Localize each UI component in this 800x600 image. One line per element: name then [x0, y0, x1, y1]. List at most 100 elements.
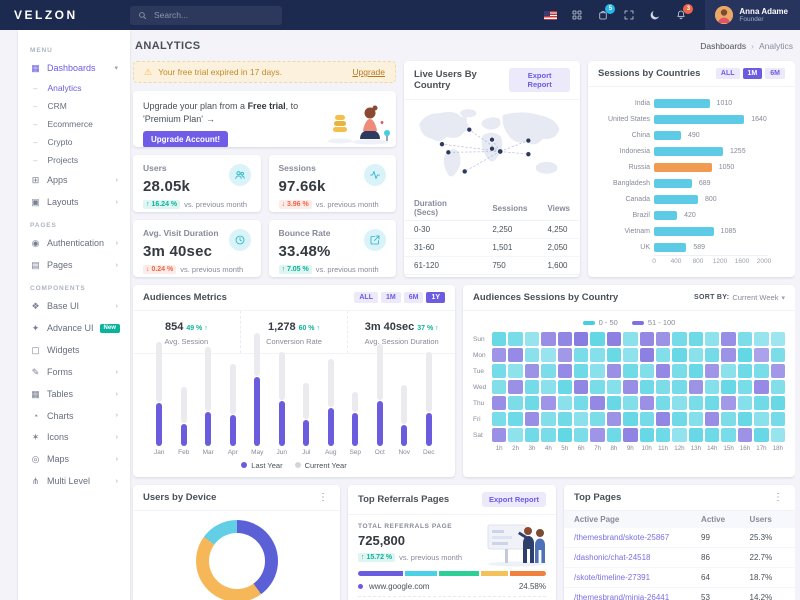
- export-report-button[interactable]: Export Report: [481, 492, 546, 507]
- heatmap-cell: [705, 332, 720, 346]
- last-year-segment: [352, 413, 359, 446]
- heatmap-cell: [573, 332, 589, 346]
- user-menu[interactable]: Anna Adame Founder: [705, 0, 800, 30]
- sidebar-item-crypto[interactable]: Crypto: [18, 133, 130, 151]
- sort-by-dropdown[interactable]: SORT BY: Current Week ▾: [694, 293, 785, 302]
- sidebar-item-crm[interactable]: CRM: [18, 97, 130, 115]
- heatmap-cell: [557, 396, 572, 410]
- heatmap-cell: [639, 332, 654, 346]
- referrals-illustration: [487, 524, 545, 567]
- kebab-menu-icon[interactable]: ⋮: [773, 492, 783, 503]
- bar-row-bangladesh: Bangladesh 689: [598, 175, 785, 191]
- last-year-segment: [205, 411, 212, 446]
- page-link[interactable]: /themesbrand/skote-25867: [574, 533, 670, 542]
- chevron-right-icon: ›: [115, 302, 118, 310]
- range-button-all[interactable]: ALL: [354, 292, 378, 303]
- range-button-1y[interactable]: 1Y: [426, 292, 445, 303]
- heatmap-cell: [754, 428, 769, 442]
- kebab-menu-icon[interactable]: ⋮: [318, 492, 328, 503]
- bar-category-label: Bangladesh: [613, 179, 650, 187]
- breadcrumb-current: Analytics: [758, 41, 793, 51]
- bar-category-label: India: [634, 99, 650, 107]
- range-button-1m[interactable]: 1M: [742, 68, 763, 79]
- notifications-button[interactable]: 3: [675, 4, 694, 21]
- heatmap-col-label: 9h: [626, 445, 634, 452]
- sessions-title: Sessions by Countries: [598, 68, 701, 79]
- page-link[interactable]: /themesbrand/minia-26441: [574, 593, 670, 600]
- range-button-all[interactable]: ALL: [715, 68, 740, 79]
- upgrade-account-button[interactable]: Upgrade Account!: [143, 131, 229, 147]
- sidebar-item-charts[interactable]: ◔ Charts ›: [18, 405, 130, 426]
- theme-toggle-button[interactable]: [649, 9, 661, 21]
- heatmap-cell: [524, 332, 540, 346]
- audiences-metrics-card: Audiences Metrics ALL 1M 6M 1Y 854 49 % ↑ Avg…: [133, 285, 455, 477]
- sidebar-item-layouts[interactable]: ▣ Layouts ›: [18, 191, 130, 213]
- upgrade-link[interactable]: Upgrade: [352, 67, 385, 77]
- heatmap-row-label: Wed: [473, 383, 487, 391]
- current-year-segment: [229, 364, 236, 415]
- page-link[interactable]: /skote/timeline-27391: [574, 573, 651, 582]
- heatmap-cell: [639, 396, 654, 410]
- cart-button[interactable]: 5: [597, 4, 616, 21]
- heatmap-cell: [508, 364, 523, 378]
- sidebar-item-maps[interactable]: ◎ Maps ›: [18, 448, 130, 470]
- heatmap-cell: [590, 428, 605, 442]
- sidebar-item-dashboards[interactable]: ▦ Dashboards ▾: [18, 57, 130, 79]
- map-marker-dot: [489, 136, 495, 143]
- referrals-list: www.google.com24.58%www.youtube.com17.51…: [348, 576, 556, 600]
- sidebar-item-pages[interactable]: ▤ Pages ›: [18, 254, 130, 276]
- heatmap-cell: [492, 332, 507, 346]
- heatmap-cell: [557, 380, 572, 394]
- sidebar-item-advance-ui[interactable]: ✦ Advance UI New: [18, 317, 130, 339]
- sidebar-item-multi-level[interactable]: ⋔ Multi Level ›: [18, 470, 130, 492]
- range-button-6m[interactable]: 6M: [765, 68, 785, 79]
- sidebar-section-label: MENU: [30, 47, 53, 54]
- stat-value: 97.66k: [278, 178, 326, 195]
- sidebar-item-base-ui[interactable]: ❖ Base UI ›: [18, 295, 130, 317]
- x-axis-tick: 800: [692, 258, 704, 265]
- range-button-6m[interactable]: 6M: [403, 292, 424, 303]
- range-button-1m[interactable]: 1M: [380, 292, 401, 303]
- sidebar-item-analytics[interactable]: Analytics: [18, 79, 130, 97]
- heatmap-cell: [541, 380, 556, 394]
- sidebar-item-projects[interactable]: Projects: [18, 151, 130, 169]
- app-logo[interactable]: VELZON: [14, 8, 78, 22]
- heatmap-cell: [672, 428, 687, 442]
- pages-icon: ▤: [31, 259, 40, 270]
- sidebar-item-apps[interactable]: ⊞ Apps ›: [18, 169, 130, 191]
- search-input[interactable]: [152, 9, 274, 21]
- heatmap-cell: [508, 332, 523, 346]
- bar-row-united-states: United States 1640: [598, 111, 785, 127]
- sidebar-item-authentication[interactable]: ◉ Authentication ›: [18, 232, 130, 254]
- chevron-right-icon: ›: [115, 433, 118, 441]
- heatmap-cell: [541, 348, 556, 362]
- current-year-segment: [352, 391, 359, 413]
- heatmap-cell: [737, 380, 753, 394]
- search-box[interactable]: [130, 5, 282, 25]
- sidebar-item-widgets[interactable]: ▢ Widgets: [18, 339, 130, 361]
- breadcrumb-parent[interactable]: Dashboards: [700, 41, 747, 51]
- sidebar-item-tables[interactable]: ▦ Tables ›: [18, 383, 130, 405]
- heatmap-cell: [688, 412, 704, 426]
- distribution-segment: [510, 571, 546, 576]
- language-button[interactable]: [544, 10, 558, 20]
- bar-category-label: United States: [607, 115, 650, 123]
- heatmap-cell: [573, 428, 589, 442]
- x-axis-label: Jul: [302, 449, 311, 456]
- heatmap-cell: [721, 396, 736, 410]
- table-cell: /skote/timeline-27391: [564, 567, 692, 588]
- metric-stat-avg-session-duration: 3m 40sec 37 % ↑ Avg. Session Duration: [348, 311, 455, 353]
- sidebar-item-icons[interactable]: ✶ Icons ›: [18, 426, 130, 448]
- heatmap-cell: [721, 332, 736, 346]
- cart-badge: 5: [605, 4, 616, 14]
- page-link[interactable]: /dashonic/chat-24518: [574, 553, 651, 562]
- sidebar-item-forms[interactable]: ✎ Forms ›: [18, 361, 130, 383]
- sidebar-item-ecommerce[interactable]: Ecommerce: [18, 115, 130, 133]
- apps-grid-button[interactable]: [571, 9, 583, 21]
- export-report-button[interactable]: Export Report: [509, 68, 570, 92]
- fullscreen-button[interactable]: [623, 9, 635, 21]
- chevron-down-icon: ▾: [114, 65, 118, 72]
- user-name: Anna Adame: [739, 6, 788, 16]
- heatmap-cell: [541, 412, 556, 426]
